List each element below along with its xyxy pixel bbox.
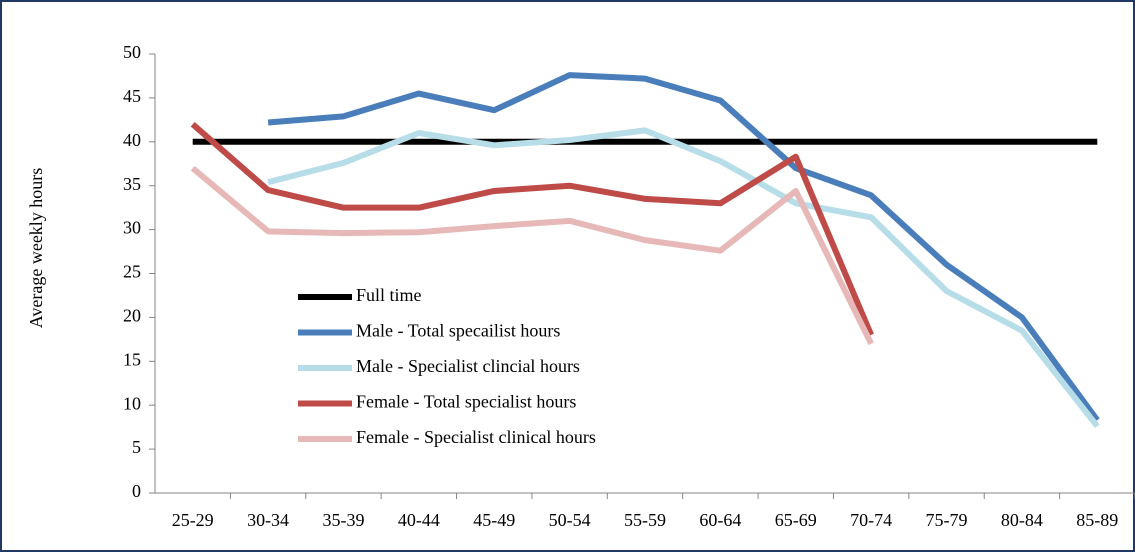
y-tick-label: 10 bbox=[123, 393, 141, 413]
x-tick-label: 35-39 bbox=[322, 510, 364, 530]
x-tick-label: 65-69 bbox=[775, 510, 817, 530]
x-tick-label: 45-49 bbox=[473, 510, 515, 530]
series-line bbox=[190, 165, 874, 346]
series-line bbox=[267, 127, 1100, 429]
y-axis-label: Average weekly hours bbox=[26, 168, 46, 329]
y-tick-label: 30 bbox=[123, 218, 141, 238]
series-line bbox=[190, 121, 874, 337]
y-tick-label: 40 bbox=[123, 130, 141, 150]
legend-label: Female - Specialist clinical hours bbox=[356, 427, 596, 447]
y-tick-label: 25 bbox=[123, 262, 141, 282]
x-tick-label: 70-74 bbox=[850, 510, 892, 530]
x-tick-label: 80-84 bbox=[1001, 510, 1043, 530]
x-tick-label: 85-89 bbox=[1076, 510, 1118, 530]
y-tick-label: 50 bbox=[123, 42, 141, 62]
x-tick-label: 40-44 bbox=[398, 510, 440, 530]
y-tick-label: 15 bbox=[123, 349, 141, 369]
x-tick-label: 25-29 bbox=[172, 510, 214, 530]
x-tick-label: 75-79 bbox=[926, 510, 968, 530]
y-tick-label: 20 bbox=[123, 306, 141, 326]
legend-label: Male - Specialist clincial hours bbox=[356, 356, 580, 376]
x-tick-label: 30-34 bbox=[247, 510, 289, 530]
legend-label: Full time bbox=[356, 285, 422, 305]
x-tick-label: 55-59 bbox=[624, 510, 666, 530]
y-tick-label: 0 bbox=[132, 481, 141, 501]
series-line bbox=[267, 72, 1100, 422]
y-tick-label: 5 bbox=[132, 437, 141, 457]
x-tick-label: 50-54 bbox=[549, 510, 591, 530]
legend-label: Female - Total specialist hours bbox=[356, 392, 576, 412]
y-tick-label: 35 bbox=[123, 174, 141, 194]
y-tick-label: 45 bbox=[123, 86, 141, 106]
x-tick-label: 60-64 bbox=[699, 510, 741, 530]
legend-label: Male - Total specailist hours bbox=[356, 321, 560, 341]
